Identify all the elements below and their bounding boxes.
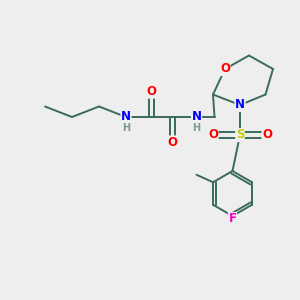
Text: O: O — [262, 128, 272, 142]
Text: N: N — [235, 98, 245, 112]
Text: F: F — [229, 212, 236, 226]
Text: H: H — [192, 123, 201, 134]
Text: O: O — [167, 136, 178, 149]
Text: O: O — [146, 85, 157, 98]
Text: O: O — [220, 62, 230, 76]
Text: N: N — [121, 110, 131, 124]
Text: O: O — [208, 128, 218, 142]
Text: H: H — [122, 123, 130, 134]
Text: S: S — [236, 128, 244, 142]
Text: N: N — [191, 110, 202, 124]
